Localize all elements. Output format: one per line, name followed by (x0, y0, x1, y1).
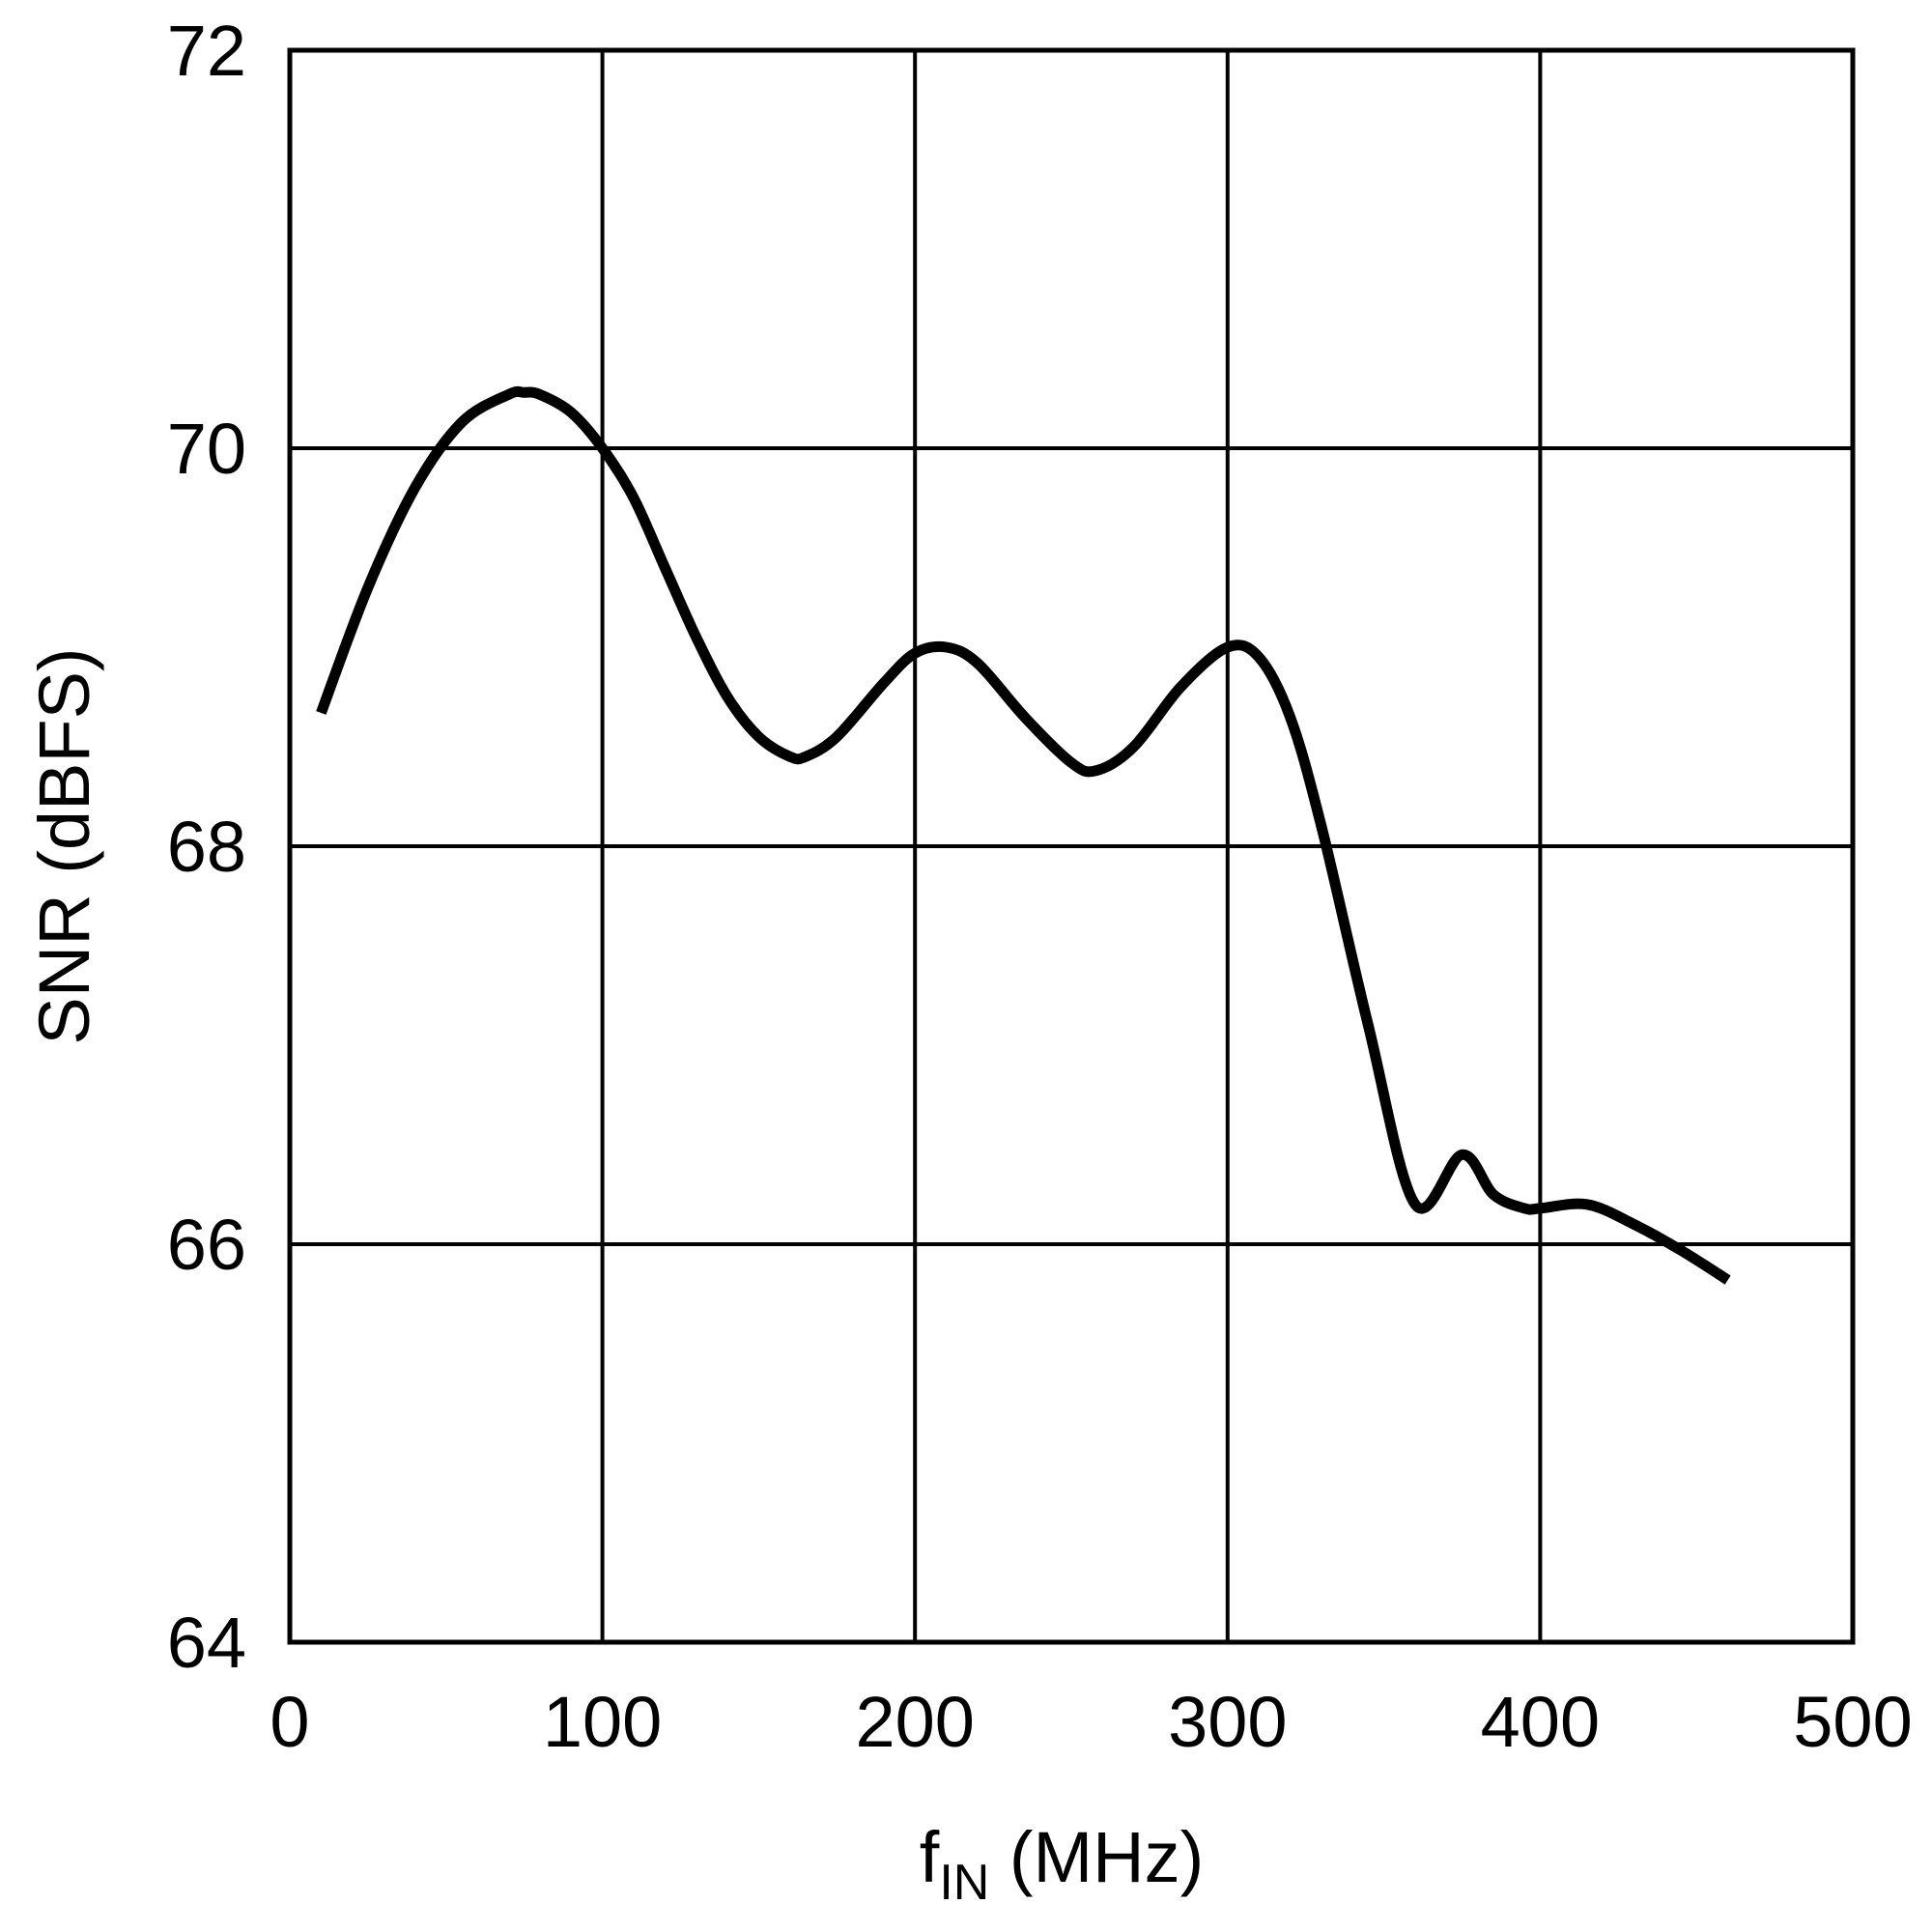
x-axis-label-main: f (920, 1817, 940, 1897)
snr-curve (316, 385, 1731, 1285)
y-tick-labels: 64 66 68 70 72 (167, 11, 246, 1683)
x-tick-label: 100 (543, 1682, 662, 1762)
x-tick-label: 300 (1168, 1682, 1287, 1762)
y-tick-label: 70 (167, 409, 246, 489)
y-tick-label: 68 (167, 807, 246, 887)
x-axis-label-subscript: IN (939, 1855, 989, 1911)
grid-lines (290, 50, 1853, 1642)
x-tick-labels: 0 100 200 300 400 500 (270, 1682, 1912, 1762)
y-tick-label: 64 (167, 1603, 246, 1683)
x-axis-label: fIN (MHz) (920, 1817, 1205, 1911)
y-axis-label: SNR (dBFS) (24, 647, 104, 1044)
x-axis-label-units: (MHz) (989, 1817, 1204, 1897)
y-tick-label: 72 (167, 11, 246, 91)
y-tick-label: 66 (167, 1205, 246, 1285)
x-tick-label: 200 (855, 1682, 974, 1762)
x-tick-label: 400 (1481, 1682, 1600, 1762)
plot-frame (287, 47, 1856, 1645)
x-tick-label: 0 (270, 1682, 309, 1762)
x-tick-label: 500 (1793, 1682, 1912, 1762)
